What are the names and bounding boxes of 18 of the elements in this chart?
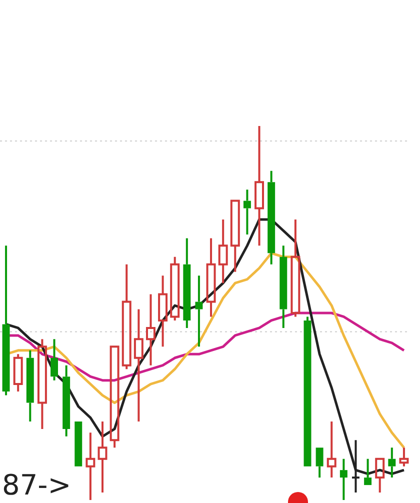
candlestick <box>399 446 409 468</box>
candlestick <box>254 125 264 247</box>
candlestick <box>134 308 144 422</box>
candlestick <box>98 420 108 494</box>
candlestick <box>206 237 216 318</box>
annotation: 87-> <box>2 468 72 502</box>
candlestick <box>86 432 96 501</box>
candlestick <box>375 458 385 494</box>
candlestick <box>230 200 240 273</box>
candlestick <box>146 293 156 366</box>
candlestick <box>158 274 168 348</box>
candlestick <box>290 218 300 318</box>
candlestick <box>37 338 47 430</box>
candlestick <box>326 420 336 479</box>
candlestick <box>122 263 132 370</box>
candlestick <box>218 218 228 284</box>
candlestick <box>13 353 23 393</box>
candlestick <box>170 256 180 322</box>
